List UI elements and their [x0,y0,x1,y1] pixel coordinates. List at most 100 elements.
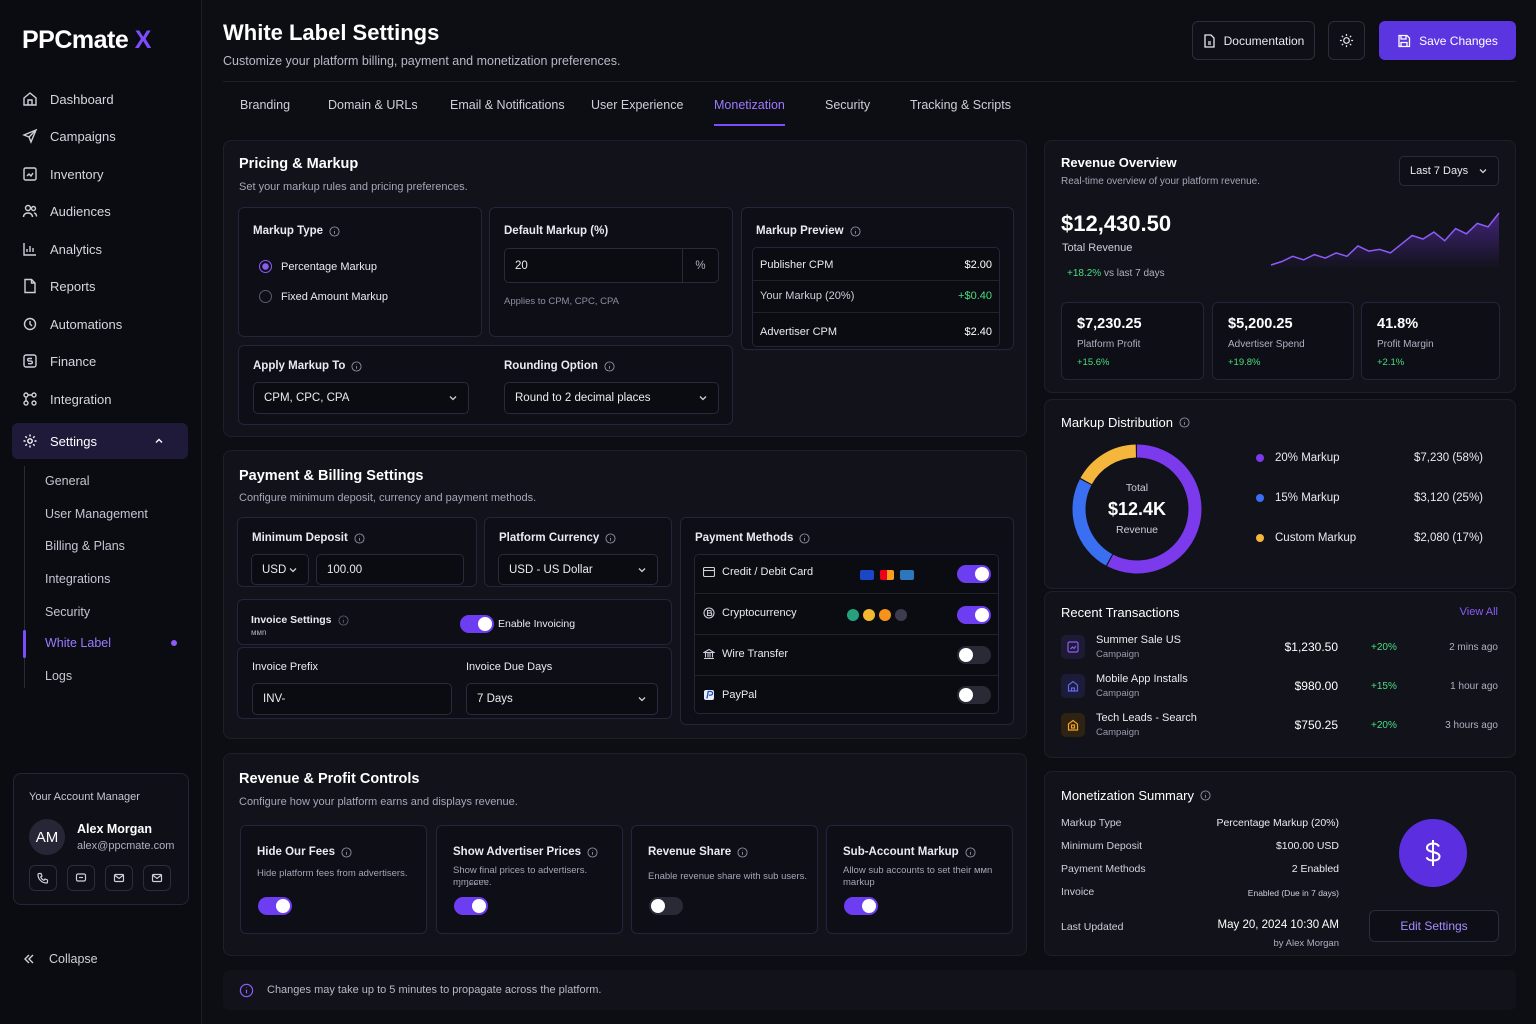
info-icon[interactable] [605,532,616,544]
range-select[interactable]: Last 7 Days [1399,156,1499,186]
sidebar-item-campaigns[interactable]: Campaigns [12,119,188,153]
info-icon[interactable] [351,360,362,372]
info-icon[interactable] [341,846,352,858]
manager-email[interactable]: alex@ppcmate.com [77,840,175,852]
minimum-deposit-input[interactable]: 100.00 [316,554,464,585]
currency-code-select[interactable]: USD [251,554,309,585]
info-icon[interactable] [604,360,615,372]
theme-toggle-button[interactable] [1328,21,1365,60]
sidebar-item-finance[interactable]: Finance [12,344,188,378]
sidebar-subitem-general[interactable]: General [45,474,90,488]
info-icon[interactable] [329,225,340,237]
logo-x: X [134,26,152,54]
crypto-toggle[interactable] [957,606,991,624]
chat-button[interactable] [67,865,95,891]
sidebar-item-settings[interactable]: Settings [12,423,188,459]
edit-settings-button[interactable]: Edit Settings [1369,910,1499,942]
chevron-up-icon[interactable] [154,436,164,446]
sidebar-item-automations[interactable]: Automations [12,307,188,341]
legend-item: Custom Markup [1256,532,1356,544]
sub-account-markup-toggle[interactable] [844,897,878,915]
transaction-pct: +20% [1371,720,1397,731]
message-button[interactable] [143,865,171,891]
info-icon[interactable] [965,846,976,858]
documentation-button[interactable]: Documentation [1192,21,1315,60]
legend-label: 20% Markup [1275,452,1340,464]
payment-method-label: Credit / Debit Card [722,566,814,578]
email-button[interactable] [105,865,133,891]
advertiser-prices-toggle[interactable] [454,897,488,915]
default-markup-input[interactable]: 20 % [504,248,719,283]
platform-currency-select[interactable]: USD - US Dollar [498,554,658,585]
sidebar-subitem-user-management[interactable]: User Management [45,507,148,521]
collapse-button[interactable]: Collapse [22,952,98,966]
info-icon[interactable] [1200,790,1211,801]
sidebar-subitem-white-label[interactable]: White Label [45,636,112,650]
radio-indicator[interactable] [259,290,272,303]
save-changes-button[interactable]: Save Changes [1379,21,1516,60]
invoice-prefix-input[interactable]: INV- [252,683,452,715]
info-icon[interactable] [850,225,861,237]
tab-domain-urls[interactable]: Domain & URLs [328,98,418,112]
hide-fees-toggle[interactable] [258,897,292,915]
enable-invoicing-toggle[interactable] [460,615,494,633]
sidebar-item-dashboard[interactable]: Dashboard [12,82,188,116]
paypal-toggle[interactable] [957,686,991,704]
transaction-amount: $1,230.50 [1284,640,1338,654]
donut-slice [1080,444,1137,485]
radio-percentage[interactable]: Percentage Markup [259,260,377,273]
app-logo[interactable]: PPCmate X [22,26,151,55]
select-value: USD - US Dollar [509,563,593,576]
transaction-name[interactable]: Mobile App Installs [1096,673,1188,685]
sidebar-item-analytics[interactable]: Analytics [12,232,188,266]
submenu-line [24,466,25,688]
info-icon[interactable] [737,846,748,858]
radio-fixed[interactable]: Fixed Amount Markup [259,290,388,303]
chat-icon [75,873,87,882]
pricing-markup-card: Pricing & Markup Set your markup rules a… [223,140,1027,437]
info-icon[interactable] [587,846,598,858]
apply-markup-select[interactable]: CPM, CPC, CPA [253,382,469,414]
sidebar-subitem-security[interactable]: Security [45,605,91,619]
submenu-active-indicator [23,630,26,658]
tab-email-notifications[interactable]: Email & Notifications [450,98,565,112]
info-icon[interactable] [354,532,365,544]
section-title: Pricing & Markup [239,156,359,172]
tab-branding[interactable]: Branding [240,98,291,112]
sidebar-subitem-logs[interactable]: Logs [45,669,73,683]
tab-monetization[interactable]: Monetization [714,98,785,112]
tab-security[interactable]: Security [825,98,871,112]
sidebar-subitem-integrations[interactable]: Integrations [45,572,111,586]
visa-icon [860,570,874,580]
markup-preview-label: Markup Preview [756,225,861,237]
info-icon[interactable] [1179,417,1190,428]
revenue-share-toggle[interactable] [649,897,683,915]
sidebar-subitem-billing-plans[interactable]: Billing & Plans [45,539,125,553]
change-value: +18.2% [1067,268,1102,279]
sidebar-item-audiences[interactable]: Audiences [12,194,188,228]
tab-tracking-scripts[interactable]: Tracking & Scripts [910,98,1011,112]
view-all-link[interactable]: View All [1459,606,1498,618]
default-markup-label: Default Markup (%) [504,225,609,237]
sidebar-item-integration[interactable]: Integration [12,382,188,416]
tab-user-experience[interactable]: User Experience [591,98,684,112]
bnb-icon [863,609,875,621]
transaction-name[interactable]: Summer Sale US [1096,634,1181,646]
sidebar-item-reports[interactable]: Reports [12,269,188,303]
control-desc: Hide platform fees from advertisers. [257,868,408,879]
transaction-name[interactable]: Tech Leads - Search [1096,712,1197,724]
card-toggle[interactable] [957,565,991,583]
info-icon[interactable] [337,614,349,626]
rounding-select[interactable]: Round to 2 decimal places [504,382,719,414]
transaction-type: Campaign [1096,688,1140,699]
sidebar-item-inventory[interactable]: Inventory [12,157,188,191]
paypal-icon [704,690,714,700]
control-title: Hide Our Fees [257,846,352,858]
document-icon [24,278,36,294]
invoice-due-select[interactable]: 7 Days [466,683,658,715]
call-button[interactable] [29,865,57,891]
radio-indicator[interactable] [259,260,272,273]
info-icon[interactable] [799,532,810,544]
section-desc: Configure minimum deposit, currency and … [239,492,537,504]
wire-toggle[interactable] [957,646,991,664]
